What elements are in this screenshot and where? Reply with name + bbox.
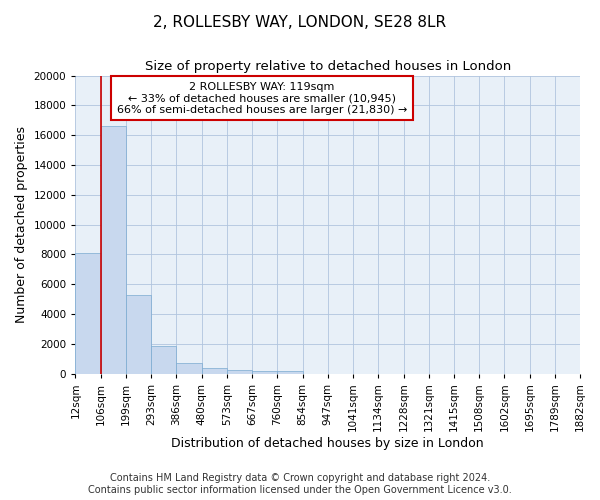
- Text: Contains HM Land Registry data © Crown copyright and database right 2024.
Contai: Contains HM Land Registry data © Crown c…: [88, 474, 512, 495]
- X-axis label: Distribution of detached houses by size in London: Distribution of detached houses by size …: [172, 437, 484, 450]
- Title: Size of property relative to detached houses in London: Size of property relative to detached ho…: [145, 60, 511, 73]
- Y-axis label: Number of detached properties: Number of detached properties: [15, 126, 28, 323]
- Text: 2 ROLLESBY WAY: 119sqm
← 33% of detached houses are smaller (10,945)
66% of semi: 2 ROLLESBY WAY: 119sqm ← 33% of detached…: [117, 82, 407, 114]
- Text: 2, ROLLESBY WAY, LONDON, SE28 8LR: 2, ROLLESBY WAY, LONDON, SE28 8LR: [154, 15, 446, 30]
- Bar: [277, 371, 302, 374]
- Bar: [227, 370, 252, 374]
- Bar: [101, 126, 126, 374]
- Bar: [76, 253, 101, 374]
- Bar: [202, 368, 227, 374]
- Bar: [126, 294, 151, 374]
- Bar: [151, 346, 176, 374]
- Bar: [252, 370, 277, 374]
- Bar: [176, 363, 202, 374]
